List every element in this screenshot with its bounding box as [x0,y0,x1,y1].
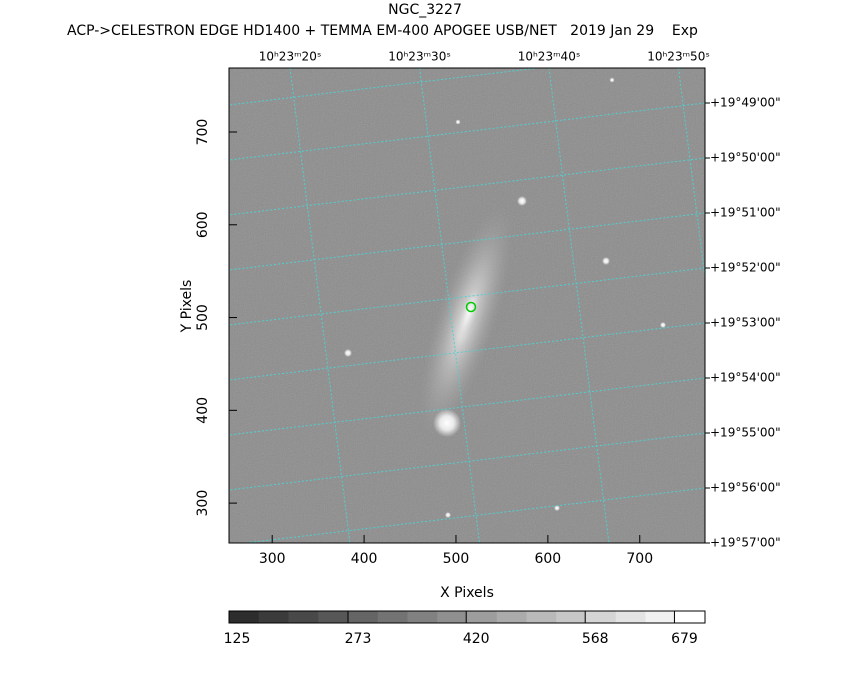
ra-tick-label: 10ʰ23ᵐ30ˢ [388,50,451,64]
colorbar-segment [645,611,676,623]
colorbar-segment [437,611,468,623]
y-tick-label: 700 [195,119,211,146]
ra-tick-label: 10ʰ23ᵐ40ˢ [518,50,581,64]
dec-tick-label: +19°53'00" [710,316,781,330]
dec-tick-label: +19°57'00" [710,536,781,550]
colorbar-segment [229,611,260,623]
colorbar-segment [496,611,527,623]
colorbar-segment [377,611,408,623]
colorbar-segment [258,611,289,623]
ra-tick-label: 10ʰ23ᵐ50ˢ [647,50,710,64]
dec-tick-label: +19°49'00" [710,96,781,110]
colorbar-segment [675,611,706,623]
y-tick-label: 600 [195,211,211,238]
dec-tick-label: +19°55'00" [710,426,781,440]
colorbar-tick-label: 679 [671,631,698,647]
colorbar-tick-label: 568 [582,631,609,647]
dec-tick-label: +19°50'00" [710,151,781,165]
wcs-grid-line [31,68,91,543]
dec-tick-label: +19°51'00" [710,206,781,220]
y-tick-label: 300 [195,490,211,517]
colorbar-segment [318,611,349,623]
chart-title: NGC_3227 [388,2,462,18]
y-axis-label: Y Pixels [179,280,195,334]
x-tick-label: 400 [351,551,378,567]
x-tick-label: 600 [534,551,561,567]
colorbar-segment [526,611,557,623]
image [31,68,850,543]
colorbar-segment [615,611,646,623]
colorbar-segment [407,611,438,623]
colorbar-segment [348,611,379,623]
wcs-grid-line [808,68,850,543]
x-tick-label: 500 [443,551,470,567]
y-tick-label: 400 [195,397,211,424]
colorbar-tick-label: 125 [224,631,251,647]
colorbar-tick-label: 273 [345,631,372,647]
dec-tick-label: +19°54'00" [710,371,781,385]
y-tick-label: 500 [195,304,211,331]
colorbar-segment [467,611,498,623]
ra-tick-label: 10ʰ23ᵐ20ˢ [259,50,322,64]
x-tick-label: 700 [626,551,653,567]
dec-tick-label: +19°56'00" [710,481,781,495]
x-tick-label: 300 [259,551,286,567]
x-axis-label: X Pixels [440,585,494,601]
chart-subtitle: ACP->CELESTRON EDGE HD1400 + TEMMA EM-40… [67,23,698,39]
colorbar-segment [556,611,587,623]
plot-frame [228,67,706,544]
dec-tick-label: +19°52'00" [710,261,781,275]
colorbar-tick-label: 420 [463,631,490,647]
colorbar-segment [586,611,617,623]
colorbar-segment [288,611,319,623]
